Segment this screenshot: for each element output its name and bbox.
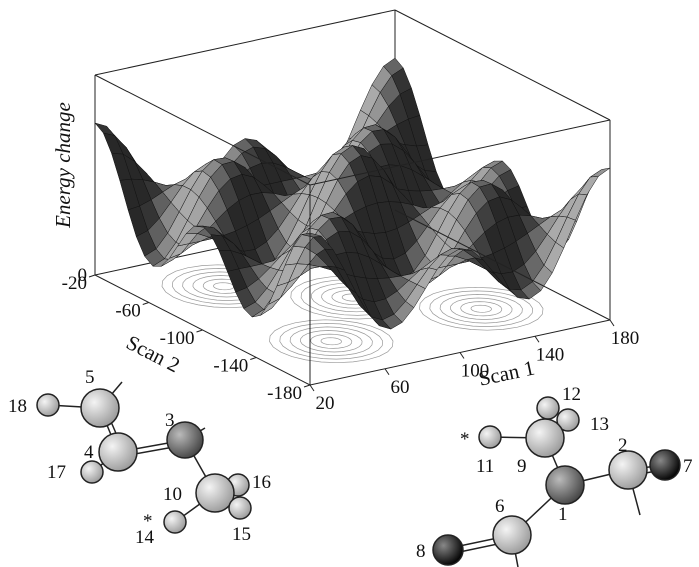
tick-mark [460,353,464,359]
atom-label: 6 [495,496,505,517]
box-edge [95,10,395,75]
atom-label: 7 [683,456,693,477]
molecules [37,382,680,567]
atom-label: 16 [252,472,271,493]
tick-mark [89,275,95,277]
contour [280,323,383,359]
contour [214,283,235,290]
x-tick-label: 140 [536,344,565,365]
contour [321,338,342,345]
z-axis-label: Energy change [51,102,75,229]
figure: 2060100140180-20-60-100-140-1800Energy c… [0,0,699,567]
contour [440,294,522,323]
atom-label: 4 [84,442,94,463]
atom-label: 5 [85,367,95,388]
tick-mark [310,385,314,391]
box-edge [395,10,610,120]
x-tick-label: 60 [391,377,410,398]
atom-label: 11 [476,456,494,477]
tick-mark [250,358,256,360]
atom-label: 12 [562,384,581,405]
x-tick-label: 180 [611,328,640,349]
tick-mark [197,330,203,332]
contour [270,320,394,363]
atom-label: 14 [135,527,155,548]
x-tick-label: 20 [316,393,335,414]
tick-mark [535,336,539,342]
atom-label: 1 [558,504,568,525]
atom-label: 17 [47,462,66,483]
tick-mark [143,303,149,305]
contour [311,334,352,348]
atom-label: 8 [416,541,426,562]
atom-label: * [460,429,470,450]
atom-label: 2 [618,435,628,456]
tick-mark [304,385,310,387]
contour [450,298,512,320]
z-tick-label: 0 [78,265,88,286]
atom-label: 10 [163,484,182,505]
y-tick-label: -60 [115,301,140,322]
atom-label: 3 [165,410,175,431]
tick-mark [385,369,389,375]
tick-mark [610,320,614,326]
surface-cell [590,168,610,177]
contour [471,305,492,312]
atom-label: 15 [232,524,251,545]
contour [290,327,372,356]
contour [461,302,502,316]
y-tick-label: -140 [213,356,248,377]
atom-label: 18 [8,396,27,417]
atom-label: 13 [590,414,609,435]
atom-label: 9 [517,456,527,477]
y-tick-label: -180 [267,383,302,404]
